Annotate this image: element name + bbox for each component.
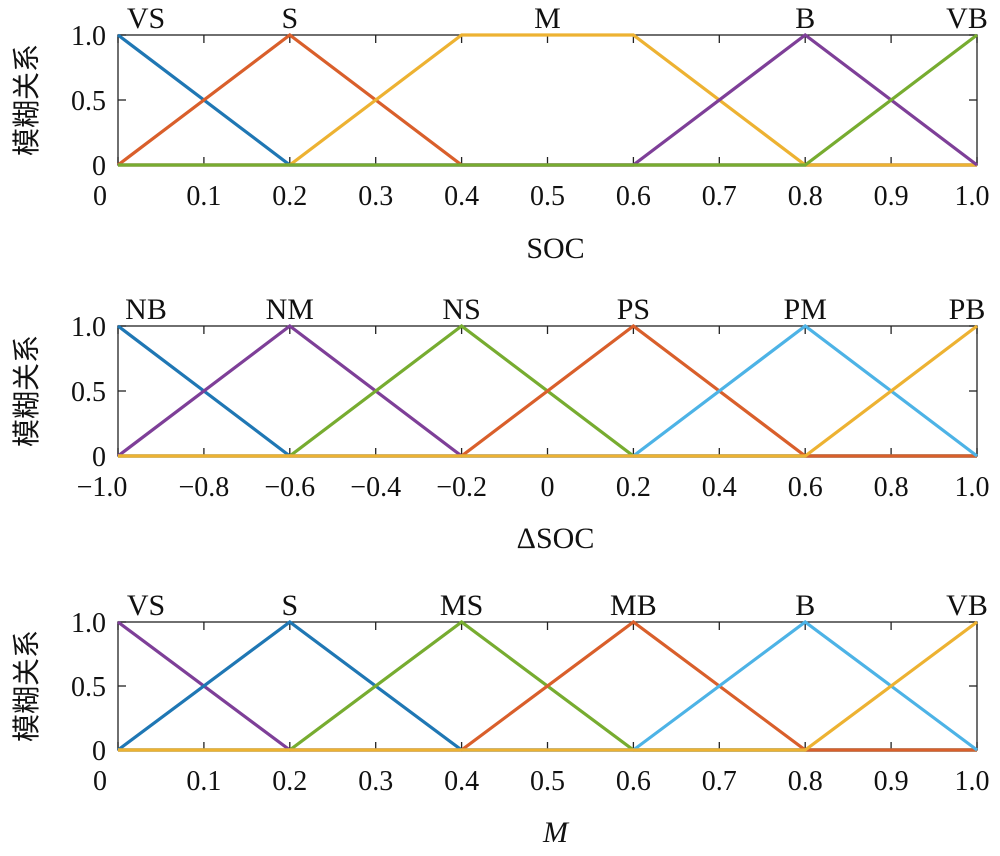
x-tick-label: 0 bbox=[93, 181, 107, 212]
series-line-ps bbox=[118, 323, 977, 458]
x-tick-label: 0.9 bbox=[874, 766, 909, 797]
y-tick-label: 1.0 bbox=[71, 312, 106, 343]
x-tick-label: 0.7 bbox=[702, 181, 737, 212]
x-tick-label: 0.1 bbox=[186, 181, 221, 212]
series-name-label: B bbox=[795, 2, 815, 35]
series-line-vb bbox=[118, 33, 978, 167]
series-line-s bbox=[117, 32, 977, 167]
series-name-label: VB bbox=[946, 2, 988, 35]
x-axis-label: M bbox=[542, 816, 570, 849]
x-tick-label: −0.6 bbox=[264, 472, 315, 503]
y-tick-label: 0 bbox=[92, 442, 106, 473]
x-tick-label: 0 bbox=[541, 472, 555, 503]
x-tick-label: 0.3 bbox=[358, 766, 393, 797]
x-tick-label: 0.8 bbox=[788, 766, 823, 797]
x-tick-label: 0 bbox=[93, 766, 107, 797]
series-line-mb bbox=[118, 620, 977, 752]
x-tick-label: 0.6 bbox=[616, 181, 651, 212]
series-name-label: S bbox=[281, 2, 298, 35]
y-tick-label: 0.5 bbox=[71, 377, 106, 408]
x-tick-label: 0.5 bbox=[530, 181, 565, 212]
series-name-label: S bbox=[281, 589, 298, 622]
chart-panel-delta-soc: −1.0 −0.8 −0.6 −0.4 −0.2 0 0.2 0.4 0.6 0.8 1.0 0 0.5… bbox=[11, 293, 990, 555]
series-line-m bbox=[118, 33, 977, 167]
x-tick-label: 0.4 bbox=[702, 472, 737, 503]
series-name-label: VB bbox=[946, 589, 988, 622]
series-name-label: PB bbox=[949, 293, 986, 326]
y-axis-label: 模糊关系 bbox=[11, 44, 43, 156]
x-tick-label: −0.8 bbox=[179, 472, 230, 503]
series-name-label: NM bbox=[266, 293, 314, 326]
x-axis-label: ΔSOC bbox=[517, 522, 595, 555]
series-line-pb bbox=[118, 324, 978, 458]
x-tick-label: 0.8 bbox=[788, 181, 823, 212]
y-axis-label: 模糊关系 bbox=[11, 630, 43, 742]
x-tick-label: 0.5 bbox=[530, 766, 565, 797]
y-tick-label: 1.0 bbox=[71, 608, 106, 639]
x-axis-label: SOC bbox=[526, 232, 584, 265]
y-tick-label: 1.0 bbox=[71, 21, 106, 52]
series-name-label: M bbox=[534, 2, 561, 35]
plot-frame bbox=[117, 34, 978, 166]
series-name-label: VS bbox=[127, 589, 165, 622]
x-tick-label: −0.4 bbox=[350, 472, 401, 503]
y-tick-label: 0.5 bbox=[71, 672, 106, 703]
series-name-label: B bbox=[795, 589, 815, 622]
y-tick-label: 0 bbox=[92, 151, 106, 182]
x-tick-label: 0.2 bbox=[272, 766, 307, 797]
series-name-label: NB bbox=[125, 293, 167, 326]
x-tick-label: 0.2 bbox=[616, 472, 651, 503]
series-name-label: NS bbox=[442, 293, 480, 326]
series-line-b bbox=[118, 32, 978, 167]
x-tick-label: 0.9 bbox=[874, 181, 909, 212]
x-tick-label: −1.0 bbox=[77, 472, 128, 503]
series-name-label: PM bbox=[784, 293, 827, 326]
chart-panel-soc: 0 0.1 0.2 0.3 0.4 0.5 0.6 0.7 0.8 0.9 1.0 0 0.5 1.0 模糊… bbox=[11, 2, 990, 265]
x-tick-label: 1.0 bbox=[955, 472, 990, 503]
x-tick-label: 0.4 bbox=[444, 181, 479, 212]
x-tick-label: 0.6 bbox=[788, 472, 823, 503]
x-tick-label: 1.0 bbox=[955, 766, 990, 797]
y-axis-label: 模糊关系 bbox=[11, 335, 43, 447]
series-name-label: MS bbox=[440, 589, 483, 622]
series-line-vb bbox=[118, 620, 978, 752]
chart-panel-m: 0 0.1 0.2 0.3 0.4 0.5 0.6 0.7 0.8 0.9 1.0 0 0.5 1.0 模糊… bbox=[11, 589, 990, 849]
x-tick-label: 0.2 bbox=[272, 181, 307, 212]
y-tick-label: 0 bbox=[92, 736, 106, 767]
series-line-vs bbox=[117, 33, 977, 167]
x-tick-label: 0.4 bbox=[444, 766, 479, 797]
x-tick-label: 0.3 bbox=[358, 181, 393, 212]
x-tick-label: 0.1 bbox=[186, 766, 221, 797]
series-name-label: VS bbox=[127, 2, 165, 35]
x-tick-label: 0.7 bbox=[702, 766, 737, 797]
x-tick-label: 1.0 bbox=[955, 181, 990, 212]
x-tick-label: 0.8 bbox=[874, 472, 909, 503]
series-name-label: MB bbox=[610, 589, 657, 622]
x-tick-label: 0.6 bbox=[616, 766, 651, 797]
series-name-label: PS bbox=[617, 293, 650, 326]
x-tick-label: −0.2 bbox=[436, 472, 487, 503]
y-tick-label: 0.5 bbox=[71, 86, 106, 117]
